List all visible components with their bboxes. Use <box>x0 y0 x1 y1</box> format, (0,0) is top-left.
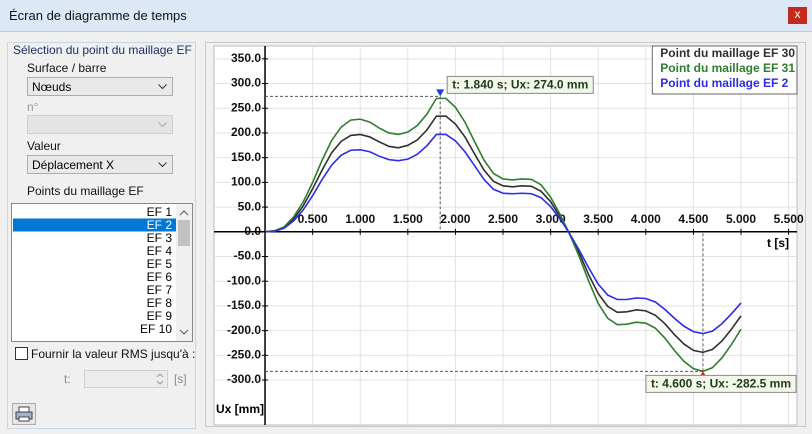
series-line <box>264 115 742 354</box>
list-item: EF 5 <box>147 257 173 271</box>
annotation-box <box>645 374 797 393</box>
list-item: EF 10 <box>140 322 172 336</box>
y-tick-label: 350.0 <box>231 51 261 65</box>
legend-entry: Point du maillage EF 31 <box>660 61 795 75</box>
number-label: n° <box>27 100 39 114</box>
y-tick-label: -300.0 <box>227 372 261 386</box>
legend-entry: Point du maillage EF 30 <box>660 46 795 60</box>
chevron <box>158 122 167 128</box>
scroll-down[interactable] <box>179 329 189 335</box>
value-label: Valeur <box>27 139 61 153</box>
y-tick-label: -250.0 <box>227 347 261 361</box>
x-tick-label: 5.500 <box>774 212 804 226</box>
series-line <box>264 97 742 373</box>
legend-entry: Point du maillage EF 2 <box>660 76 788 90</box>
t-label: t: <box>64 372 71 386</box>
series-line <box>264 133 742 335</box>
scroll-thumb[interactable] <box>178 220 190 246</box>
annotation-label: t: 1.840 s; Ux: 274.0 mm <box>452 78 588 92</box>
number-select <box>27 115 173 134</box>
list-item: EF 2 <box>147 218 173 232</box>
y-axis-title: Ux [mm] <box>216 402 264 416</box>
x-axis-title: t [s] <box>767 236 789 250</box>
print-button[interactable] <box>12 403 36 425</box>
x-tick-label: 1.500 <box>393 212 423 226</box>
selected-row <box>13 218 176 232</box>
list-item: EF 3 <box>147 231 173 245</box>
points-list[interactable]: EF 1 EF 2 EF 3 EF 4 EF 5 EF 6 EF 7 EF 8 EF 9 EF 1… <box>11 203 193 342</box>
t-input <box>84 370 168 388</box>
group-title: Sélection du point du maillage EF <box>13 43 192 57</box>
value-value: Déplacement X <box>32 158 115 172</box>
y-tick-label: 50.0 <box>238 199 262 213</box>
x-tick-label: 2.000 <box>440 212 470 226</box>
x-tick-label: 3.500 <box>583 212 613 226</box>
list-canvas: EF 1EF 2EF 3EF 4EF 5EF 6EF 7EF 8EF 9EF 1… <box>13 204 192 341</box>
surface-select[interactable]: Nœuds <box>27 77 173 96</box>
rms-checkbox[interactable] <box>15 347 28 360</box>
y-tick-label: 150.0 <box>231 150 261 164</box>
scroll-up[interactable] <box>179 210 189 216</box>
y-tick-label: -50.0 <box>234 249 262 263</box>
list-item: EF 1 <box>147 205 173 219</box>
extremum-marker <box>436 89 445 97</box>
t-unit: [s] <box>174 372 187 386</box>
chevron <box>158 84 167 90</box>
list-item: EF 4 <box>147 244 173 258</box>
y-tick-label: 300.0 <box>231 76 261 90</box>
window-title: Écran de diagramme de temps <box>9 8 187 23</box>
annotation-label: t: 4.600 s; Ux: -282.5 mm <box>651 377 791 391</box>
y-tick-label: -200.0 <box>227 323 261 337</box>
spinner <box>156 373 164 385</box>
y-tick-label: -100.0 <box>227 273 261 287</box>
x-tick-label: 5.000 <box>726 212 756 226</box>
list-item: EF 9 <box>147 309 173 323</box>
plot-area <box>213 45 798 426</box>
annotation-box <box>446 75 594 94</box>
y-tick-label: 250.0 <box>231 100 261 114</box>
surface-label: Surface / barre <box>27 61 107 75</box>
y-tick-label: -150.0 <box>227 298 261 312</box>
value-select[interactable]: Déplacement X <box>27 155 173 174</box>
list-item: EF 7 <box>147 283 173 297</box>
rms-label: Fournir la valeur RMS jusqu'à : <box>31 347 196 361</box>
x-tick-label: 4.500 <box>678 212 708 226</box>
chevron <box>158 162 167 168</box>
x-tick-label: 1.000 <box>345 212 375 226</box>
legend-box <box>651 45 798 95</box>
y-tick-label: 0.0 <box>244 224 261 238</box>
list-item: EF 6 <box>147 270 173 284</box>
list-item: EF 8 <box>147 296 173 310</box>
x-tick-label: 0.500 <box>298 212 328 226</box>
close-button[interactable]: x <box>788 7 807 24</box>
points-label: Points du maillage EF <box>27 184 144 198</box>
y-tick-label: 200.0 <box>231 125 261 139</box>
y-tick-label: 100.0 <box>231 175 261 189</box>
surface-value: Nœuds <box>32 80 72 94</box>
x-tick-label: 2.500 <box>488 212 518 226</box>
title-bar <box>0 0 812 32</box>
x-tick-label: 4.000 <box>631 212 661 226</box>
